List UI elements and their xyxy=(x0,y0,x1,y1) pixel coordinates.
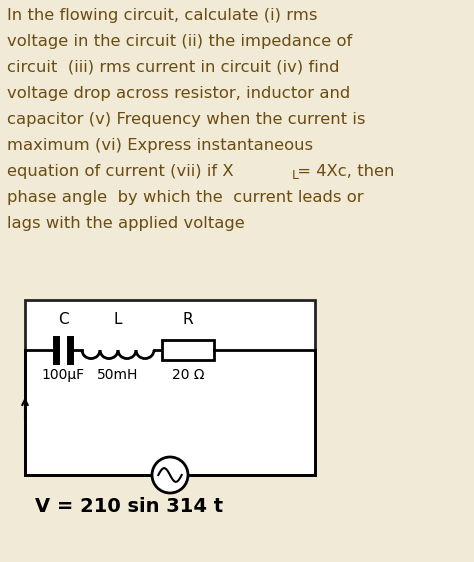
Bar xyxy=(25,300,315,475)
Text: capacitor (v) Frequency when the current is: capacitor (v) Frequency when the current… xyxy=(7,112,365,127)
Text: maximum (vi) Express instantaneous: maximum (vi) Express instantaneous xyxy=(7,138,313,153)
Text: 100μF: 100μF xyxy=(41,368,84,382)
Text: L: L xyxy=(292,169,298,182)
Text: C: C xyxy=(58,312,68,327)
Text: voltage drop across resistor, inductor and: voltage drop across resistor, inductor a… xyxy=(7,86,350,101)
Text: V = 210 sin 314 t: V = 210 sin 314 t xyxy=(35,497,223,516)
Text: lags with the applied voltage: lags with the applied voltage xyxy=(7,216,245,231)
Text: 50mH: 50mH xyxy=(97,368,139,382)
Circle shape xyxy=(152,457,188,493)
Bar xyxy=(162,340,214,360)
Text: phase angle  by which the  current leads or: phase angle by which the current leads o… xyxy=(7,190,364,205)
Text: 20 Ω: 20 Ω xyxy=(172,368,204,382)
Text: voltage in the circuit (ii) the impedance of: voltage in the circuit (ii) the impedanc… xyxy=(7,34,352,49)
Text: L: L xyxy=(114,312,122,327)
Text: R: R xyxy=(182,312,193,327)
Text: equation of current (vii) if X: equation of current (vii) if X xyxy=(7,164,234,179)
Text: circuit  (iii) rms current in circuit (iv) find: circuit (iii) rms current in circuit (iv… xyxy=(7,60,339,75)
Text: = 4Xc, then: = 4Xc, then xyxy=(292,164,394,179)
Text: In the flowing circuit, calculate (i) rms: In the flowing circuit, calculate (i) rm… xyxy=(7,8,318,23)
